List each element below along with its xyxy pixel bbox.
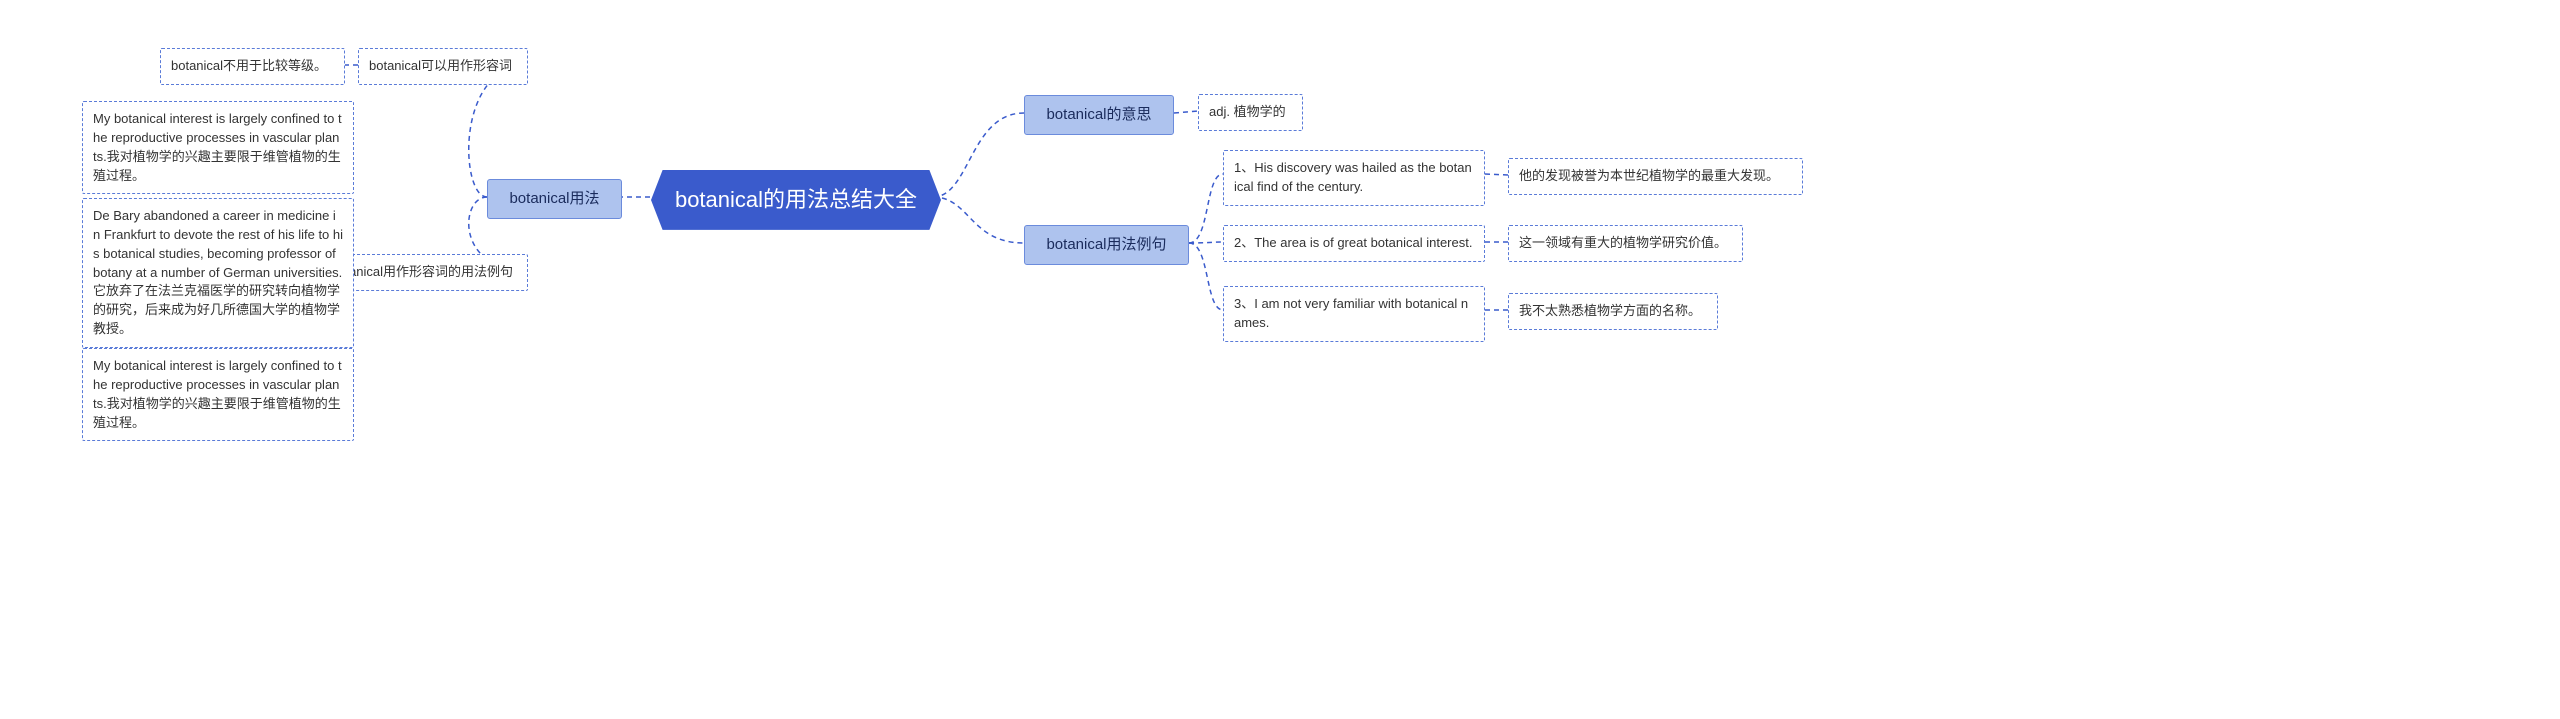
leaf-no-comparative: botanical不用于比较等级。: [160, 48, 345, 85]
leaf-sentence-2-tr: 这一领域有重大的植物学研究价值。: [1508, 225, 1743, 262]
leaf-sentence-1: 1、His discovery was hailed as the botani…: [1223, 150, 1485, 206]
leaf-adj-example-3: My botanical interest is largely confine…: [82, 348, 354, 441]
leaf-adj-example-1: My botanical interest is largely confine…: [82, 101, 354, 194]
root-node: botanical的用法总结大全: [651, 170, 941, 230]
leaf-sentence-3-tr: 我不太熟悉植物学方面的名称。: [1508, 293, 1718, 330]
branch-example-sentences: botanical用法例句: [1024, 225, 1189, 265]
leaf-sentence-1-tr: 他的发现被誉为本世纪植物学的最重大发现。: [1508, 158, 1803, 195]
branch-usage: botanical用法: [487, 179, 622, 219]
leaf-sentence-2: 2、The area is of great botanical interes…: [1223, 225, 1485, 262]
leaf-sentence-3: 3、I am not very familiar with botanical …: [1223, 286, 1485, 342]
leaf-meaning-def: adj. 植物学的: [1198, 94, 1303, 131]
leaf-can-be-adj: botanical可以用作形容词: [358, 48, 528, 85]
branch-meaning: botanical的意思: [1024, 95, 1174, 135]
leaf-adj-example-2: De Bary abandoned a career in medicine i…: [82, 198, 354, 348]
